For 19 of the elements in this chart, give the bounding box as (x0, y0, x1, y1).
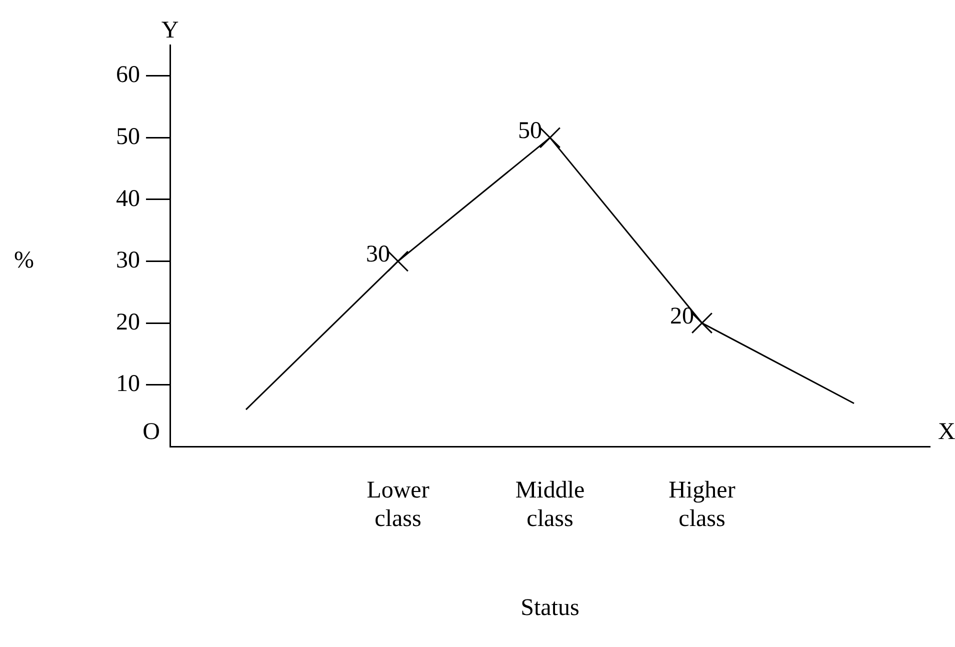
text: Y (161, 17, 179, 44)
x-tick-label: Higher class (668, 477, 736, 532)
y-tick-label: 10 (116, 371, 140, 398)
y-tick-label: 40 (116, 186, 140, 212)
point (387, 250, 409, 272)
data-label: 50 (518, 118, 542, 144)
y-tick-label: 60 (116, 62, 140, 88)
y-tick-label: 30 (116, 248, 140, 274)
point (691, 312, 713, 334)
text: O (142, 418, 160, 445)
text: X (938, 418, 955, 445)
x-axis-title: Status (520, 594, 580, 621)
x-tick-label: Lower class (366, 477, 430, 532)
y-axis-title: % (14, 248, 34, 274)
y-tick-label: 50 (116, 124, 140, 150)
x-tick-label: Middle class (515, 477, 585, 532)
y-tick-label: 20 (116, 309, 140, 336)
point (539, 127, 561, 148)
data-label: 30 (366, 242, 390, 268)
